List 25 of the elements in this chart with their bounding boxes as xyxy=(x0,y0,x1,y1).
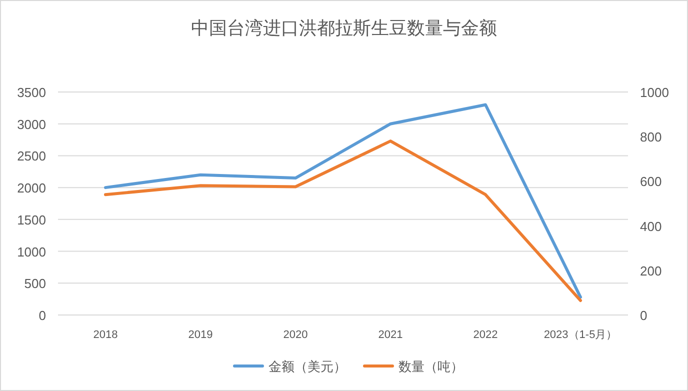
y-tick-label: 3000 xyxy=(17,116,46,132)
y-tick-label: 2500 xyxy=(17,148,46,164)
x-tick-label: 2022 xyxy=(473,329,498,341)
x-tick-label: 2018 xyxy=(93,329,118,341)
line-series xyxy=(104,140,582,302)
y2-tick-label: 400 xyxy=(640,218,662,234)
line-series xyxy=(104,103,582,299)
y-tick-label: 1500 xyxy=(17,212,46,228)
x-tick-label: 2019 xyxy=(188,329,213,341)
y2-tick-label: 1000 xyxy=(640,85,669,100)
y-tick-label: 1000 xyxy=(17,244,46,260)
y2-tick-label: 600 xyxy=(640,174,662,190)
legend-label: 金额（美元） xyxy=(268,359,346,374)
y-tick-label: 500 xyxy=(24,276,46,292)
y-tick-label: 0 xyxy=(38,308,46,323)
y-tick-label: 3500 xyxy=(17,85,46,100)
y2-tick-label: 0 xyxy=(640,308,648,323)
y-tick-label: 2000 xyxy=(17,180,46,196)
y2-tick-label: 800 xyxy=(640,130,662,145)
x-tick-label: 2020 xyxy=(283,329,308,341)
y2-tick-label: 200 xyxy=(640,263,662,278)
x-tick-label: 2021 xyxy=(378,329,403,341)
x-tick-label: 2023（1-5月） xyxy=(544,329,618,341)
chart-title: 中国台湾进口洪都拉斯生豆数量与金额 xyxy=(191,18,497,38)
legend-label: 数量（吨） xyxy=(398,359,464,374)
